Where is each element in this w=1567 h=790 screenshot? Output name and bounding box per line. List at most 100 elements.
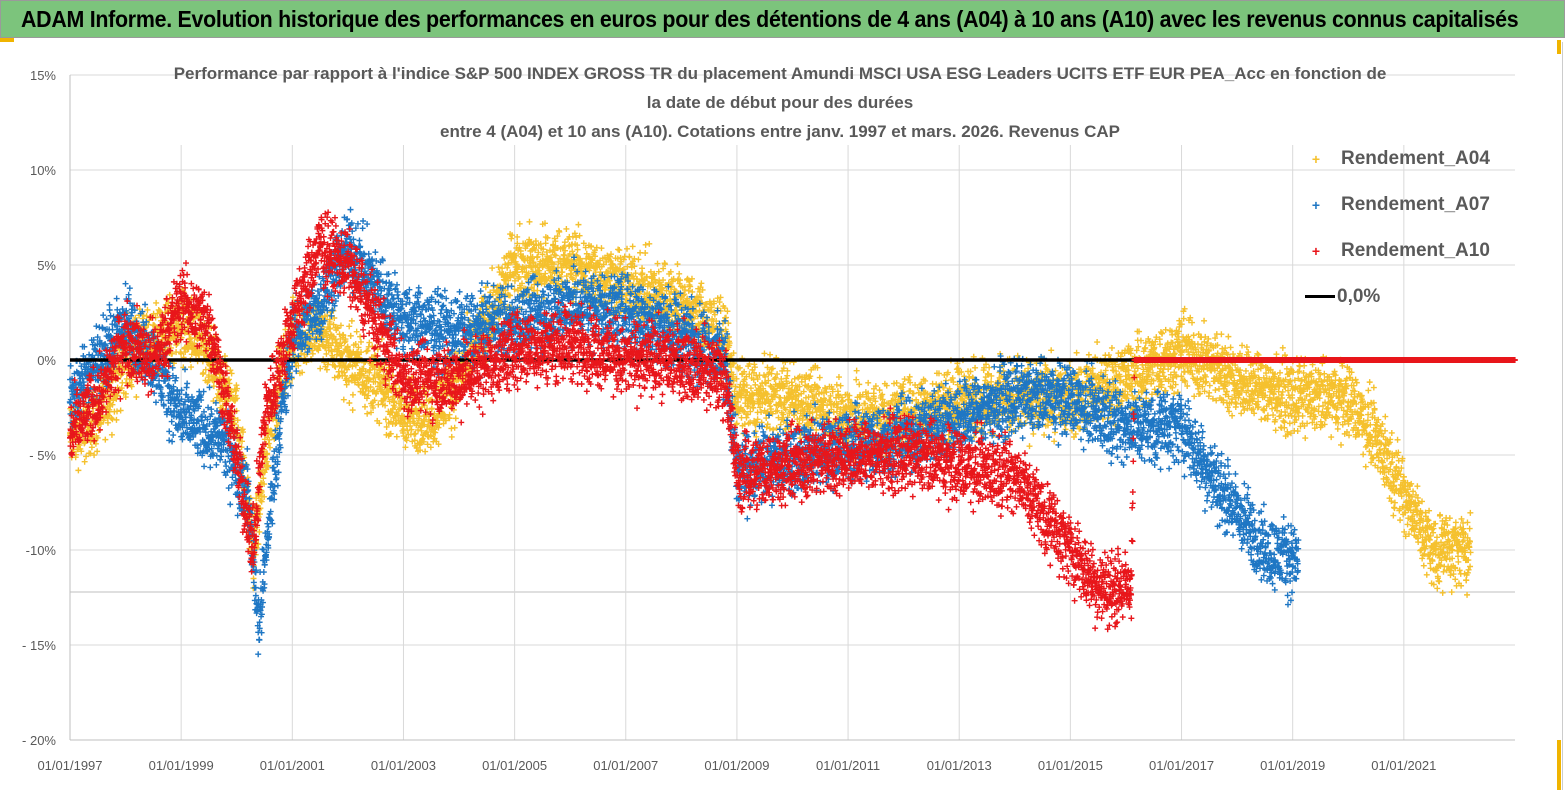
data-point bbox=[182, 349, 189, 356]
data-point bbox=[833, 381, 840, 388]
data-point bbox=[986, 364, 993, 371]
data-point bbox=[747, 385, 754, 392]
data-point bbox=[260, 475, 267, 482]
data-point bbox=[346, 399, 353, 406]
data-point bbox=[166, 291, 173, 298]
data-point bbox=[157, 308, 164, 315]
data-point bbox=[144, 306, 151, 313]
data-point bbox=[200, 370, 207, 377]
data-point bbox=[133, 393, 140, 400]
x-tick-label: 01/01/2017 bbox=[1149, 758, 1214, 773]
data-point bbox=[364, 347, 371, 354]
y-tick-label: 15% bbox=[30, 68, 56, 83]
data-point bbox=[81, 458, 88, 465]
data-point bbox=[349, 407, 356, 414]
data-point bbox=[1043, 365, 1050, 372]
data-point bbox=[451, 424, 458, 431]
data-point bbox=[104, 419, 111, 426]
data-point bbox=[698, 280, 705, 287]
y-tick-label: - 5% bbox=[29, 448, 56, 463]
data-point bbox=[151, 322, 158, 329]
data-point bbox=[83, 453, 90, 460]
data-point bbox=[94, 434, 101, 441]
x-tick-label: 01/01/2019 bbox=[1260, 758, 1325, 773]
data-point bbox=[743, 414, 750, 421]
data-point bbox=[261, 493, 268, 500]
data-point bbox=[1085, 351, 1092, 358]
data-point bbox=[777, 421, 784, 428]
data-point bbox=[1073, 349, 1080, 356]
data-point bbox=[642, 249, 649, 256]
data-point bbox=[210, 383, 217, 390]
data-point bbox=[574, 246, 581, 253]
data-point bbox=[188, 351, 195, 358]
x-tick-label: 01/01/2009 bbox=[704, 758, 769, 773]
data-point bbox=[263, 466, 270, 473]
data-point bbox=[357, 338, 364, 345]
data-point bbox=[169, 350, 176, 357]
data-point bbox=[348, 317, 355, 324]
data-point bbox=[108, 431, 115, 438]
data-point bbox=[75, 467, 82, 474]
data-point bbox=[452, 415, 459, 422]
data-point bbox=[629, 243, 636, 250]
chart-area: 15% 10% 5% 0% - 5% -10% - 15% - 20% 01/01/1997 01… bbox=[0, 42, 1563, 790]
data-point bbox=[226, 380, 233, 387]
data-point bbox=[267, 444, 274, 451]
data-point bbox=[763, 424, 770, 431]
scatter-chart: 15%10%5%0%- 5%-10%- 15%- 20%01/01/1997 01… bbox=[22, 68, 1518, 773]
data-point bbox=[91, 452, 98, 459]
data-point bbox=[1048, 347, 1055, 354]
data-point bbox=[761, 350, 768, 357]
data-point bbox=[205, 372, 212, 379]
data-point bbox=[676, 270, 683, 277]
data-point bbox=[114, 392, 121, 399]
y-tick-label: - 20% bbox=[22, 733, 56, 748]
x-tick-label: 01/01/2007 bbox=[593, 758, 658, 773]
data-point bbox=[654, 260, 661, 267]
data-point bbox=[233, 395, 240, 402]
data-point bbox=[853, 376, 860, 383]
data-point bbox=[598, 245, 605, 252]
corner-accent bbox=[0, 38, 14, 42]
data-point bbox=[489, 265, 496, 272]
x-tick-label: 01/01/2015 bbox=[1038, 758, 1103, 773]
data-point bbox=[257, 479, 264, 486]
data-point bbox=[642, 241, 649, 248]
data-point bbox=[143, 313, 150, 320]
data-point bbox=[81, 440, 88, 447]
data-point bbox=[117, 407, 124, 414]
data-point bbox=[752, 381, 759, 388]
data-point bbox=[1030, 430, 1037, 437]
data-point bbox=[261, 481, 268, 488]
data-point bbox=[835, 374, 842, 381]
data-point bbox=[856, 381, 863, 388]
data-point bbox=[309, 350, 316, 357]
data-point bbox=[102, 436, 109, 443]
data-point bbox=[340, 396, 347, 403]
data-point bbox=[114, 408, 121, 415]
data-point bbox=[113, 416, 120, 423]
data-point bbox=[526, 218, 533, 225]
data-point bbox=[191, 340, 198, 347]
data-point bbox=[955, 365, 962, 372]
data-point bbox=[234, 385, 241, 392]
data-point bbox=[563, 225, 570, 232]
data-point bbox=[364, 410, 371, 417]
data-point bbox=[87, 450, 94, 457]
data-point bbox=[448, 433, 455, 440]
data-point bbox=[290, 294, 297, 301]
data-point bbox=[257, 497, 264, 504]
data-point bbox=[264, 450, 271, 457]
data-point bbox=[153, 299, 160, 306]
x-tick-label: 01/01/2005 bbox=[482, 758, 547, 773]
data-point bbox=[347, 332, 354, 339]
data-point bbox=[1108, 344, 1115, 351]
x-tick-label: 01/01/2011 bbox=[816, 758, 880, 773]
data-point bbox=[109, 401, 116, 408]
x-tick-label: 01/01/2021 bbox=[1371, 758, 1436, 773]
data-point bbox=[132, 314, 139, 321]
report-banner: ADAM Informe. Evolution historique des p… bbox=[0, 0, 1565, 38]
data-point bbox=[213, 394, 220, 401]
data-point bbox=[427, 444, 434, 451]
